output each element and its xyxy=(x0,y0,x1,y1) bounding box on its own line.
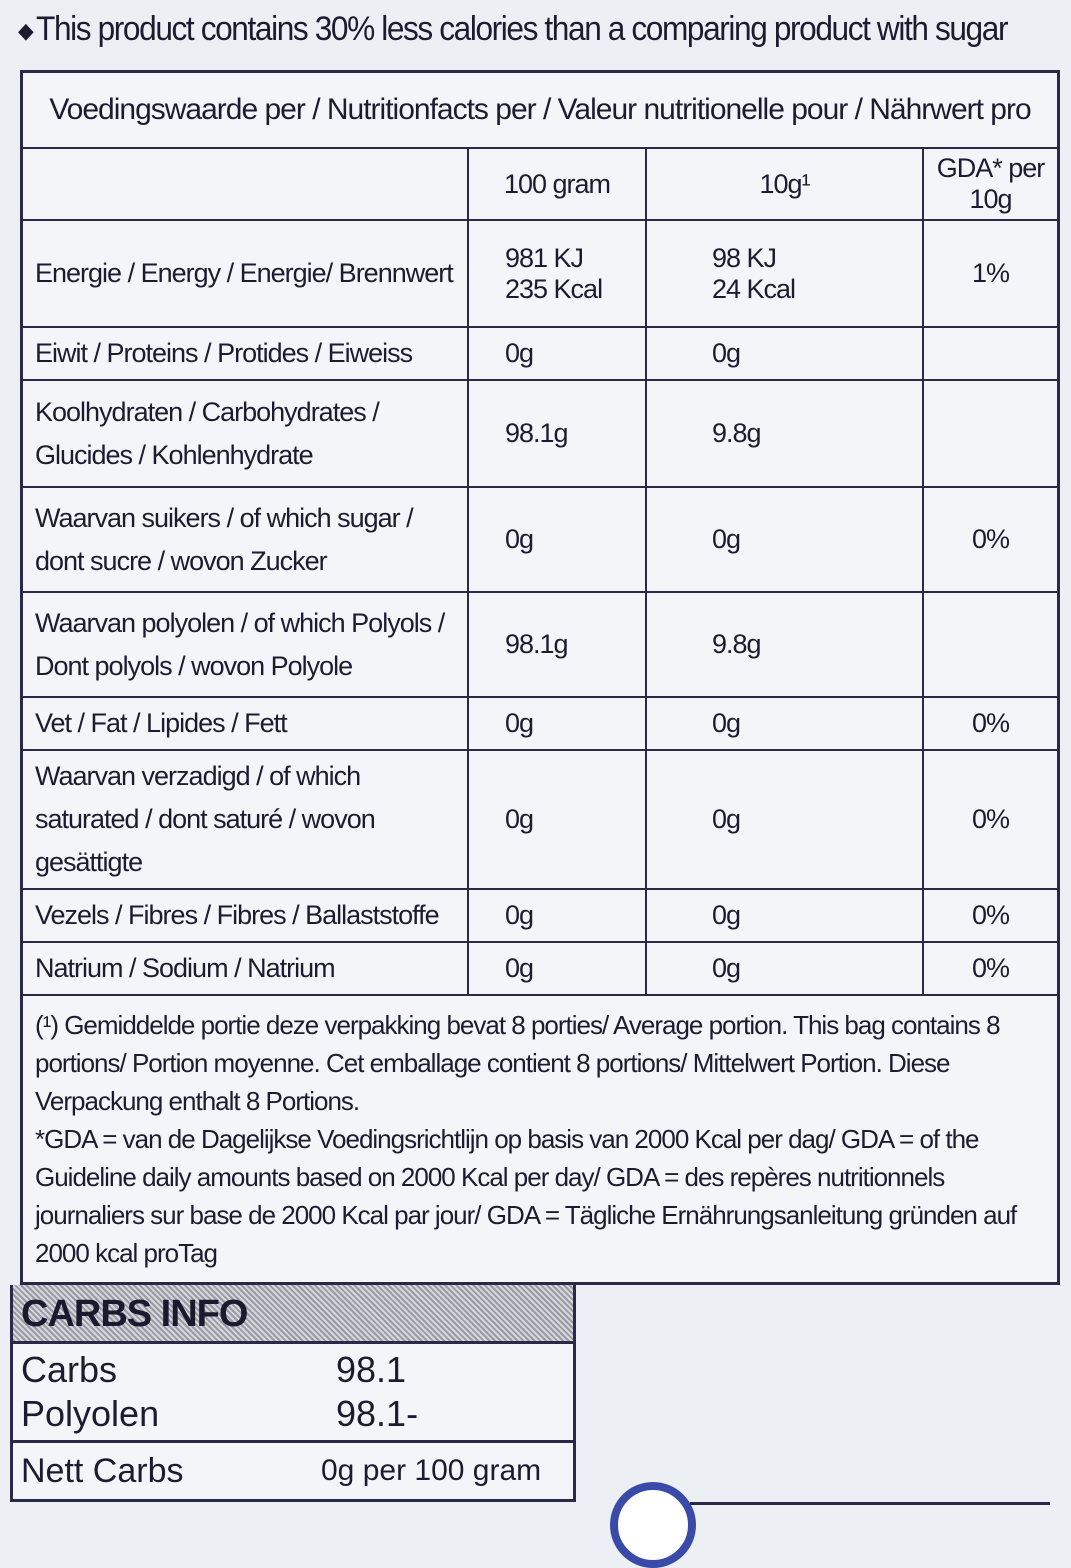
table-row: Waarvan polyolen / of which Polyols / Do… xyxy=(20,591,1060,698)
table-row: Vet / Fat / Lipides / Fett 0g 0g 0% xyxy=(20,696,1060,751)
row-label: Natrium / Sodium / Natrium xyxy=(20,941,469,996)
diamond-bullet-icon: ◆ xyxy=(18,18,34,44)
value-gda: 0% xyxy=(922,749,1060,890)
table-row: Waarvan suikers / of which sugar / dont … xyxy=(20,486,1060,593)
table-title: Voedingswaarde per / Nutritionfacts per … xyxy=(20,70,1060,149)
nett-carbs-row: Nett Carbs 0g per 100 gram xyxy=(13,1443,573,1499)
col-header-gda: GDA* per 10g xyxy=(922,147,1060,221)
value-100g: 0g xyxy=(467,326,647,381)
value-10g: 98 KJ 24 Kcal xyxy=(645,219,924,328)
table-row: Eiwit / Proteins / Protides / Eiweiss 0g 0… xyxy=(20,326,1060,381)
polyolen-row: Polyolen 98.1- xyxy=(13,1392,573,1436)
nutrition-table: Voedingswaarde per / Nutritionfacts per … xyxy=(20,70,1060,1285)
column-headers: 100 gram 10g¹ GDA* per 10g xyxy=(20,147,1060,221)
polyolen-label: Polyolen xyxy=(21,1393,160,1434)
brand-logo-icon xyxy=(610,1482,696,1568)
value-100g: 98.1g xyxy=(467,379,647,488)
col-header-10g: 10g¹ xyxy=(645,147,924,221)
table-row: Natrium / Sodium / Natrium 0g 0g 0% xyxy=(20,941,1060,996)
carbs-row: Carbs 98.1 xyxy=(13,1348,573,1392)
footnote: (¹) Gemiddelde portie deze verpakking be… xyxy=(20,994,1060,1285)
value-10g: 0g xyxy=(645,486,924,593)
col-header-label xyxy=(20,147,469,221)
divider xyxy=(690,1502,1050,1505)
row-label: Koolhydraten / Carbohydrates / Glucides … xyxy=(20,379,469,488)
value-gda xyxy=(922,379,1060,488)
calorie-claim: ◆ This product contains 30% less calories… xyxy=(18,10,1008,49)
value-gda: 0% xyxy=(922,941,1060,996)
value-100g: 0g xyxy=(467,941,647,996)
value-100g: 0g xyxy=(467,696,647,751)
value-100g: 0g xyxy=(467,486,647,593)
value-gda xyxy=(922,591,1060,698)
table-row: Vezels / Fibres / Fibres / Ballaststoffe… xyxy=(20,888,1060,943)
value-100g: 0g xyxy=(467,888,647,943)
table-row: Koolhydraten / Carbohydrates / Glucides … xyxy=(20,379,1060,488)
value-gda: 0% xyxy=(922,696,1060,751)
row-label: Vezels / Fibres / Fibres / Ballaststoffe xyxy=(20,888,469,943)
row-label: Waarvan verzadigd / of which saturated /… xyxy=(20,749,469,890)
value-gda: 0% xyxy=(922,486,1060,593)
table-row: Waarvan verzadigd / of which saturated /… xyxy=(20,749,1060,890)
label-content: Voedingswaarde per / Nutritionfacts per … xyxy=(10,70,1060,1568)
row-label: Waarvan polyolen / of which Polyols / Do… xyxy=(20,591,469,698)
value-10g: 0g xyxy=(645,696,924,751)
carbs-label: Carbs xyxy=(21,1349,118,1390)
value-gda: 0% xyxy=(922,888,1060,943)
value-10g: 9.8g xyxy=(645,379,924,488)
value-10g: 0g xyxy=(645,941,924,996)
value-100g: 98.1g xyxy=(467,591,647,698)
carbs-value: 98.1 xyxy=(336,1349,407,1390)
table-row: Energie / Energy / Energie/ Brennwert 981… xyxy=(20,219,1060,328)
value-10g: 0g xyxy=(645,326,924,381)
value-gda xyxy=(922,326,1060,381)
value-100g: 981 KJ 235 Kcal xyxy=(467,219,647,328)
carbs-info-box: CARBS INFO Carbs 98.1 Polyolen 98.1- Net… xyxy=(10,1285,576,1502)
row-label: Vet / Fat / Lipides / Fett xyxy=(20,696,469,751)
row-label: Energie / Energy / Energie/ Brennwert xyxy=(20,219,469,328)
carbs-info-title: CARBS INFO xyxy=(13,1285,573,1344)
col-header-100g: 100 gram xyxy=(467,147,647,221)
value-10g: 9.8g xyxy=(645,591,924,698)
row-label: Eiwit / Proteins / Protides / Eiweiss xyxy=(20,326,469,381)
value-10g: 0g xyxy=(645,749,924,890)
row-label: Waarvan suikers / of which sugar / dont … xyxy=(20,486,469,593)
value-100g: 0g xyxy=(467,749,647,890)
value-gda: 1% xyxy=(922,219,1060,328)
polyolen-value: 98.1- xyxy=(336,1393,419,1434)
value-10g: 0g xyxy=(645,888,924,943)
claim-text: This product contains 30% less calories … xyxy=(36,10,1008,48)
nett-carbs-value: 0g per 100 gram xyxy=(321,1454,542,1487)
nett-carbs-label: Nett Carbs xyxy=(21,1452,184,1490)
